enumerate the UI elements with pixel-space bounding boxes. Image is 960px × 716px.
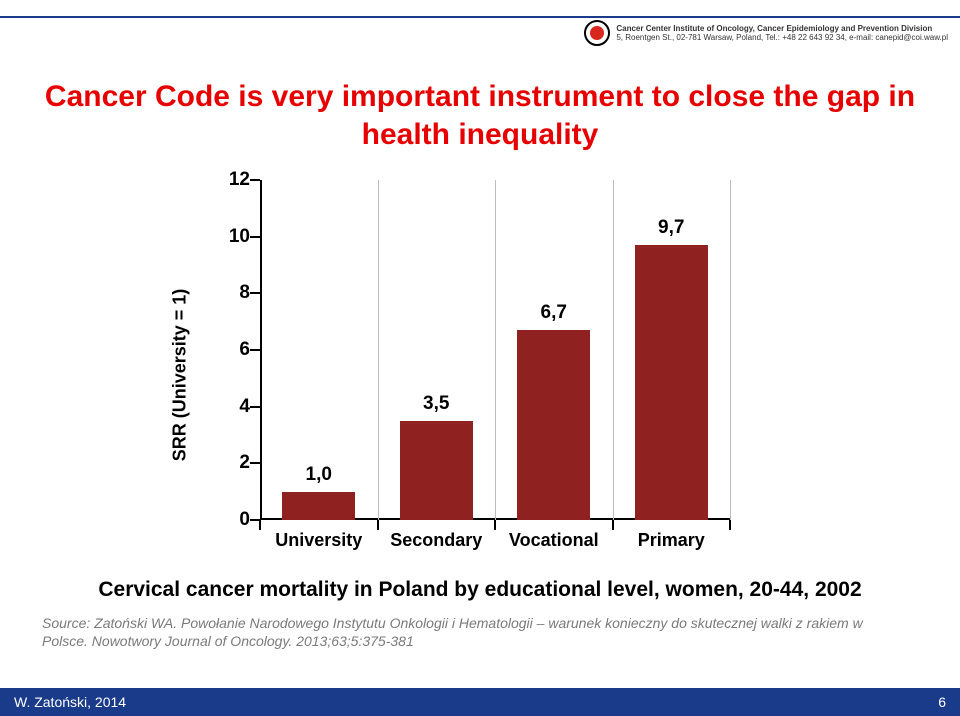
- y-tick-label: 4: [220, 396, 250, 418]
- page-title: Cancer Code is very important instrument…: [40, 78, 920, 153]
- x-category-label: Secondary: [378, 530, 496, 551]
- bar-chart: SRR (University = 1) 0246810121,03,56,79…: [190, 180, 770, 570]
- footer-page-number: 6: [938, 694, 946, 710]
- org-strip: Cancer Center Institute of Oncology, Can…: [584, 20, 948, 46]
- bar: [282, 492, 355, 520]
- chart-subtitle: Cervical cancer mortality in Poland by e…: [0, 578, 960, 602]
- y-tick: [250, 349, 260, 351]
- bar-value-label: 6,7: [514, 302, 594, 324]
- x-category-label: University: [260, 530, 378, 551]
- title-block: Cancer Code is very important instrument…: [0, 78, 960, 153]
- x-tick: [494, 520, 496, 530]
- org-title: Cancer Center Institute of Oncology, Can…: [616, 24, 948, 33]
- bar: [400, 421, 473, 520]
- grid-line: [495, 180, 496, 520]
- y-tick-label: 10: [220, 226, 250, 248]
- y-tick-label: 2: [220, 452, 250, 474]
- org-text-block: Cancer Center Institute of Oncology, Can…: [616, 24, 948, 42]
- y-axis-line: [260, 180, 262, 520]
- bar: [517, 330, 590, 520]
- source-prefix: Source:: [42, 615, 90, 631]
- x-category-label: Vocational: [495, 530, 613, 551]
- y-tick-label: 6: [220, 339, 250, 361]
- grid-line: [730, 180, 731, 520]
- y-tick: [250, 406, 260, 408]
- x-tick: [612, 520, 614, 530]
- org-address: 5, Roentgen St., 02-781 Warsaw, Poland, …: [616, 33, 948, 42]
- top-accent-bar: [0, 0, 960, 18]
- y-tick-label: 0: [220, 509, 250, 531]
- y-tick-label: 12: [220, 169, 250, 191]
- footer-author: W. Zatoński, 2014: [14, 694, 126, 710]
- source-text: Zatoński WA. Powołanie Narodowego Instyt…: [42, 615, 863, 649]
- y-tick-label: 8: [220, 282, 250, 304]
- x-tick: [729, 520, 731, 530]
- grid-line: [378, 180, 379, 520]
- y-tick: [250, 179, 260, 181]
- bar-value-label: 3,5: [396, 393, 476, 415]
- slide: Cancer Center Institute of Oncology, Can…: [0, 0, 960, 716]
- x-tick: [259, 520, 261, 530]
- plot-region: 0246810121,03,56,79,7: [260, 180, 730, 520]
- x-category-label: Primary: [613, 530, 731, 551]
- y-tick: [250, 462, 260, 464]
- bar: [635, 245, 708, 520]
- y-axis-title: SRR (University = 1): [170, 289, 191, 462]
- bar-value-label: 9,7: [631, 217, 711, 239]
- source-citation: Source: Zatoński WA. Powołanie Narodoweg…: [42, 614, 900, 650]
- footer-bar: W. Zatoński, 2014 6: [0, 688, 960, 716]
- y-tick: [250, 292, 260, 294]
- x-tick: [377, 520, 379, 530]
- grid-line: [613, 180, 614, 520]
- y-tick: [250, 236, 260, 238]
- bar-value-label: 1,0: [279, 464, 359, 486]
- org-logo-icon: [584, 20, 610, 46]
